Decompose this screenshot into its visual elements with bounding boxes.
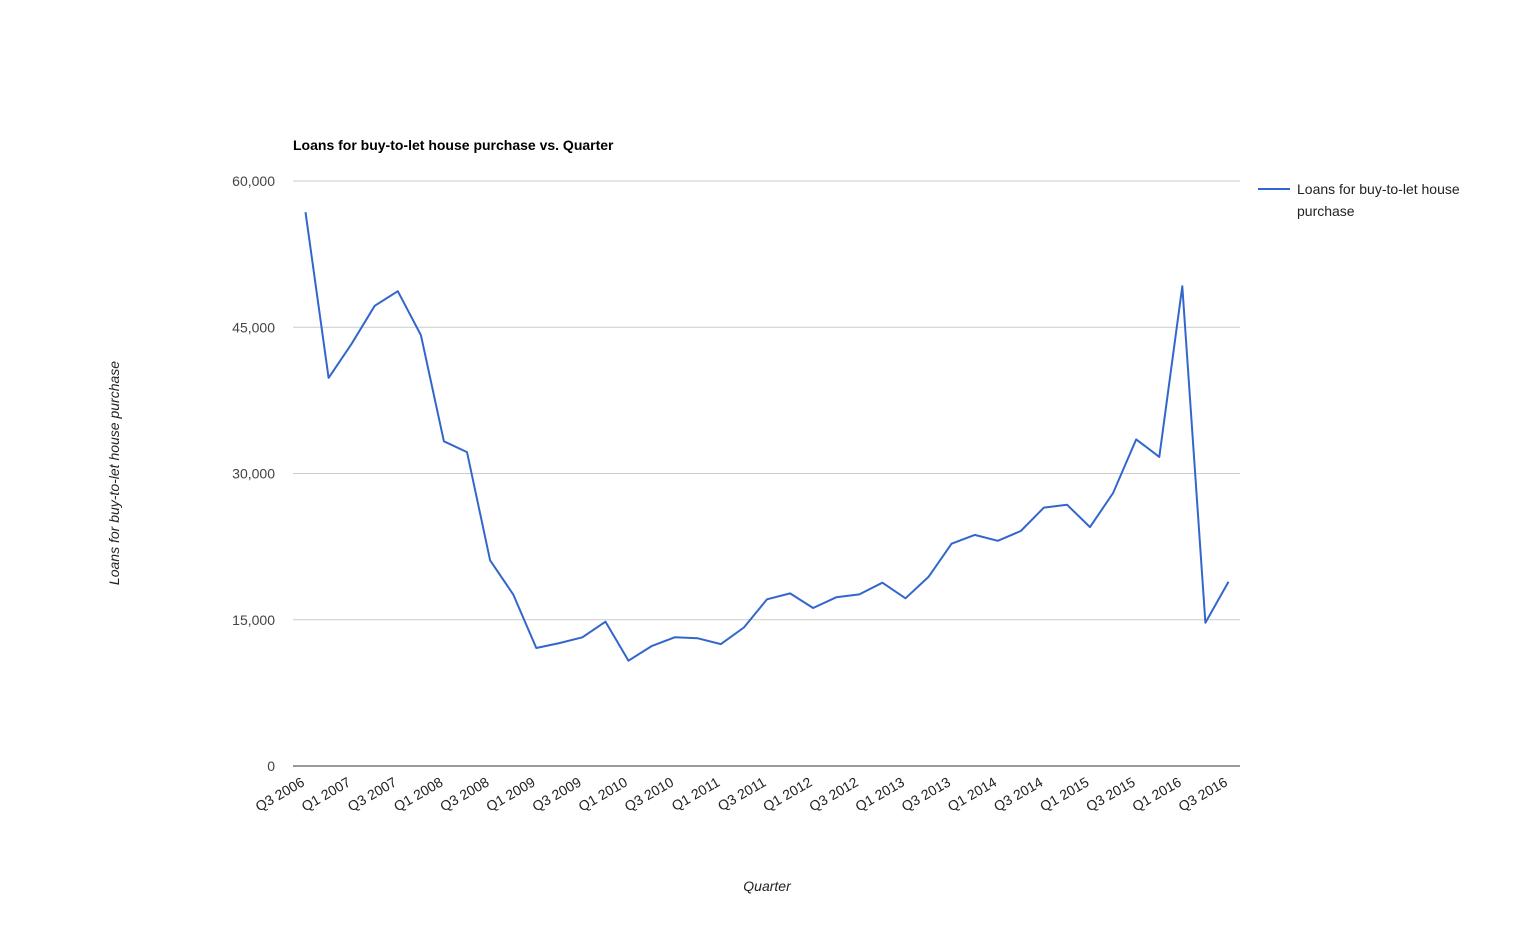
data-point[interactable] xyxy=(464,449,470,455)
x-tick-label: Q3 2008 xyxy=(437,774,492,815)
x-tick-label: Q3 2011 xyxy=(715,774,769,814)
x-tick-label: Q1 2012 xyxy=(760,774,815,815)
x-tick-label: Q3 2014 xyxy=(991,774,1046,815)
chart-title: Loans for buy-to-let house purchase vs. … xyxy=(293,137,614,153)
data-point[interactable] xyxy=(579,634,585,640)
data-point[interactable] xyxy=(349,341,355,347)
data-point[interactable] xyxy=(556,640,562,646)
y-tick-label: 45,000 xyxy=(232,319,275,335)
data-point[interactable] xyxy=(418,332,424,338)
data-point[interactable] xyxy=(649,643,655,649)
x-tick-label: Q1 2015 xyxy=(1037,774,1092,815)
x-tick-label: Q3 2012 xyxy=(806,774,861,815)
data-point[interactable] xyxy=(1018,528,1024,534)
legend[interactable]: Loans for buy-to-let house purchase xyxy=(1258,181,1460,219)
x-axis-title: Quarter xyxy=(743,878,792,894)
data-point[interactable] xyxy=(1087,524,1093,530)
x-tick-label: Q1 2014 xyxy=(945,774,1000,815)
data-point[interactable] xyxy=(810,605,816,611)
y-tick-label: 15,000 xyxy=(232,612,275,628)
y-tick-label: 0 xyxy=(267,758,275,774)
x-tick-label: Q1 2013 xyxy=(852,774,907,815)
data-point[interactable] xyxy=(718,641,724,647)
y-tick-label: 30,000 xyxy=(232,466,275,482)
x-tick-label: Q3 2006 xyxy=(252,774,307,815)
y-axis-title: Loans for buy-to-let house purchase xyxy=(106,361,122,585)
data-point[interactable] xyxy=(1202,620,1208,626)
data-point[interactable] xyxy=(326,375,332,381)
data-point[interactable] xyxy=(764,596,770,602)
data-point[interactable] xyxy=(1156,454,1162,460)
data-point[interactable] xyxy=(1041,505,1047,511)
data-point[interactable] xyxy=(626,658,632,664)
data-point[interactable] xyxy=(856,591,862,597)
x-tick-label: Q3 2007 xyxy=(345,774,400,815)
x-tick-label: Q3 2015 xyxy=(1083,774,1138,815)
x-tick-label: Q1 2009 xyxy=(483,774,538,815)
data-point[interactable] xyxy=(695,635,701,641)
data-point[interactable] xyxy=(487,557,493,563)
x-tick-label: Q3 2016 xyxy=(1175,774,1230,815)
data-point[interactable] xyxy=(510,591,516,597)
x-tick-label: Q1 2010 xyxy=(576,774,631,815)
legend-label: Loans for buy-to-let house purchase xyxy=(1297,181,1460,219)
data-point[interactable] xyxy=(902,595,908,601)
data-point[interactable] xyxy=(303,209,309,215)
data-point[interactable] xyxy=(372,303,378,309)
series-line[interactable] xyxy=(304,212,1230,662)
data-point[interactable] xyxy=(1226,579,1232,585)
data-point[interactable] xyxy=(395,288,401,294)
data-point[interactable] xyxy=(441,438,447,444)
data-point[interactable] xyxy=(602,619,608,625)
data-point[interactable] xyxy=(833,594,839,600)
data-point[interactable] xyxy=(995,538,1001,544)
series-layer xyxy=(303,209,1232,664)
x-tick-label: Q1 2008 xyxy=(391,774,446,815)
data-point[interactable] xyxy=(926,574,932,580)
data-point[interactable] xyxy=(1110,490,1116,496)
y-tick-label: 60,000 xyxy=(232,173,275,189)
data-point[interactable] xyxy=(972,532,978,538)
x-tick-label: Q3 2009 xyxy=(529,774,584,815)
y-axis-ticks: 0 15,000 30,000 45,000 60,000 xyxy=(232,173,275,774)
x-tick-label: Q3 2013 xyxy=(899,774,954,815)
data-point[interactable] xyxy=(949,541,955,547)
data-point[interactable] xyxy=(879,580,885,586)
data-point[interactable] xyxy=(787,590,793,596)
gridlines xyxy=(293,180,1240,767)
x-tick-label: Q1 2016 xyxy=(1129,774,1184,815)
data-point[interactable] xyxy=(533,645,539,651)
x-tick-label: Q3 2010 xyxy=(622,774,677,815)
data-point[interactable] xyxy=(741,625,747,631)
data-point[interactable] xyxy=(1179,283,1185,289)
data-point[interactable] xyxy=(672,634,678,640)
x-tick-label: Q1 2011 xyxy=(669,774,723,814)
data-point[interactable] xyxy=(1064,502,1070,508)
x-tick-label: Q1 2007 xyxy=(299,774,354,815)
data-point[interactable] xyxy=(1133,436,1139,442)
